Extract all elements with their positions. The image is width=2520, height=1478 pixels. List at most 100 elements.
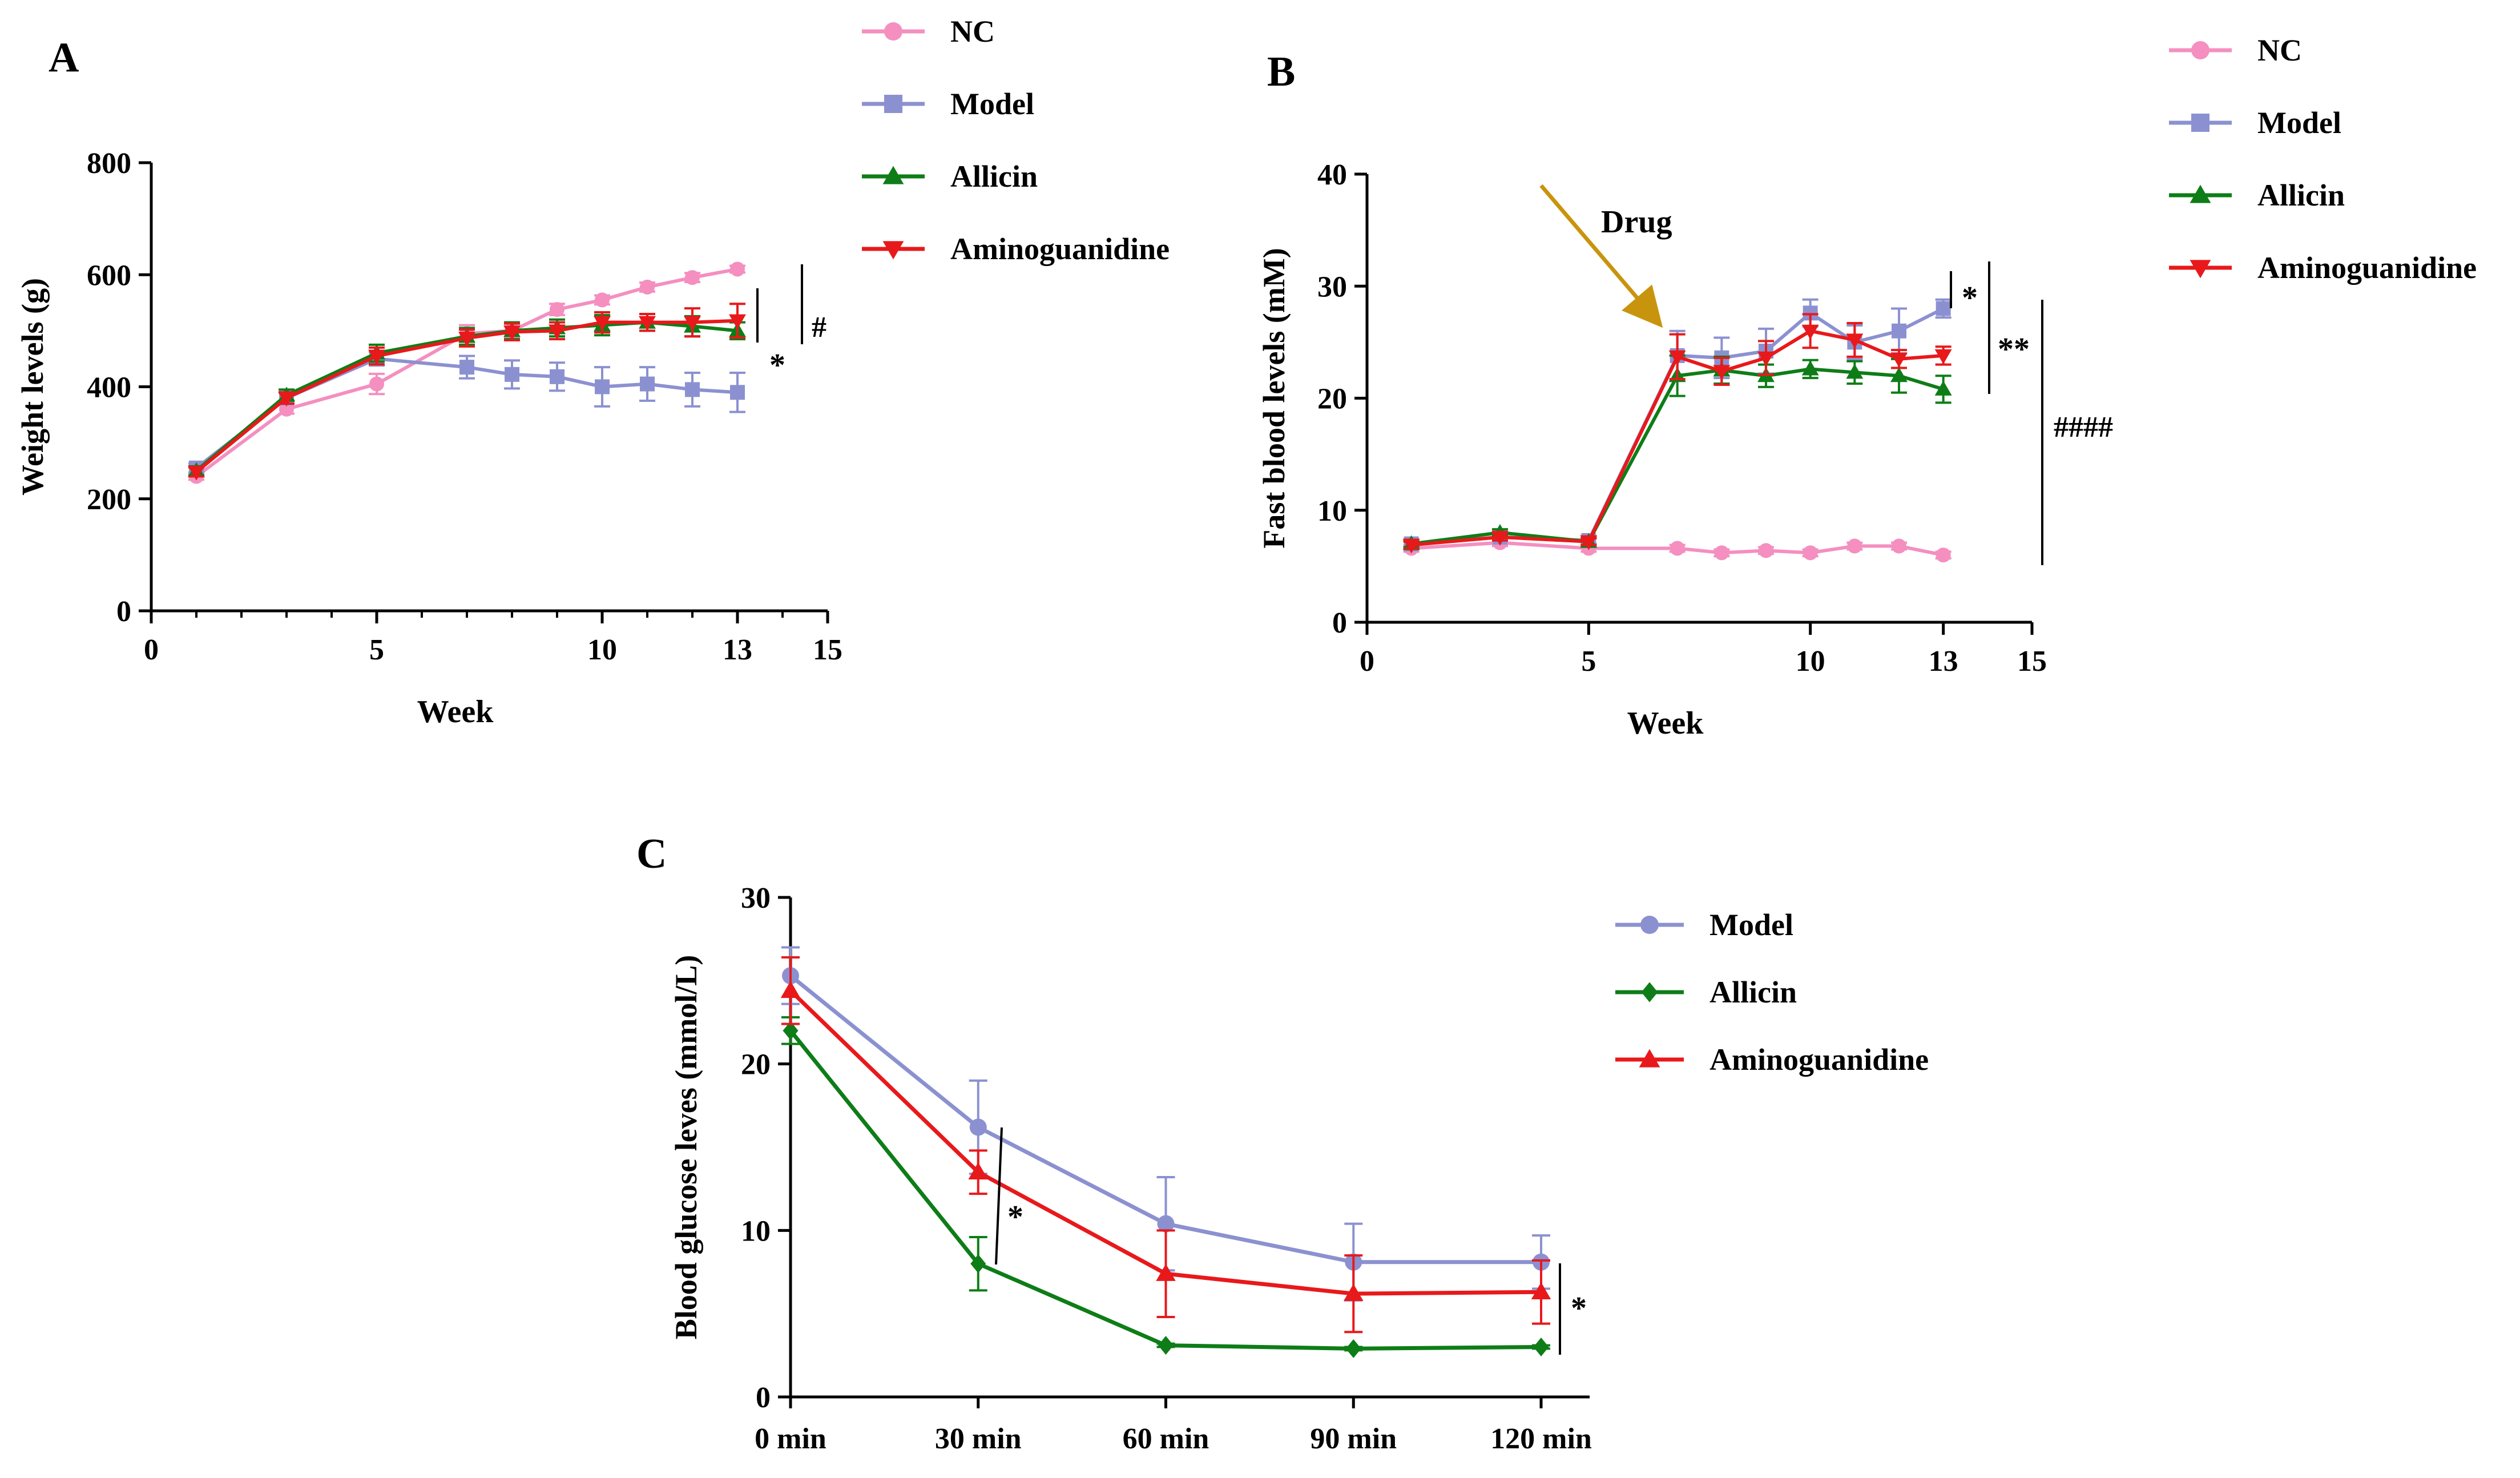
significance-mark: * (1571, 1291, 1587, 1326)
y-tick-label: 10 (1317, 495, 1347, 527)
x-tick-label: 15 (813, 634, 842, 666)
series-line (1411, 367, 1944, 546)
data-point (594, 316, 611, 331)
data-point (685, 270, 700, 285)
data-point (1157, 1215, 1175, 1233)
legend-label-nc: NC (2257, 33, 2302, 67)
data-point (729, 314, 746, 329)
data-point (1714, 545, 1729, 561)
data-point (1668, 350, 1686, 365)
significance-mark: # (812, 311, 826, 344)
data-point (1759, 543, 1773, 558)
y-axis-label: Blood glucose leves (mmol/L) (669, 955, 703, 1339)
data-point (1936, 547, 1951, 563)
data-point (1757, 351, 1775, 367)
data-point (685, 382, 700, 397)
data-point (640, 376, 655, 392)
significance-mark: * (1962, 280, 1978, 316)
data-point (1402, 538, 1420, 554)
data-point (1846, 333, 1864, 349)
y-tick-label: 30 (1317, 271, 1347, 303)
legend-label-allicin: Allicin (1709, 975, 1797, 1009)
y-tick-label: 600 (87, 259, 131, 292)
data-point (368, 349, 385, 365)
data-point (970, 1254, 986, 1274)
series-line (195, 319, 738, 473)
data-point (458, 332, 475, 347)
data-point (1892, 538, 1906, 554)
legend-label-aminoguanidine: Aminoguanidine (1709, 1042, 1929, 1077)
data-point (640, 279, 655, 295)
legend-label-aminoguanidine: Aminoguanidine (2257, 251, 2477, 285)
drug-label: Drug (1601, 204, 1672, 240)
data-point (279, 401, 294, 417)
data-point (278, 392, 295, 407)
data-point (503, 325, 521, 341)
x-tick-label: 0 min (755, 1423, 826, 1455)
data-point (969, 1118, 987, 1136)
x-tick-label: 120 min (1490, 1423, 1592, 1455)
annotations: Drug***#### (1539, 184, 2113, 565)
x-tick-label: 15 (2017, 645, 2047, 678)
y-axis-label: Weight levels (g) (15, 278, 50, 496)
data-point (369, 376, 384, 392)
y-tick-label: 0 (756, 1382, 771, 1414)
legend-label-aminoguanidine: Aminoguanidine (950, 232, 1170, 266)
data-point (1491, 530, 1509, 546)
chart-panel-c: 0 10 20 30 0 min 30 min 60 min 90 min 120 min Blo… (669, 882, 1929, 1455)
legend-label-model: Model (950, 87, 1034, 121)
y-tick-label: 10 (741, 1215, 771, 1247)
data-point (1345, 1339, 1361, 1358)
data-point (780, 981, 801, 998)
data-point (1156, 1263, 1176, 1281)
data-point (1803, 545, 1818, 561)
series-aminoguanidine (188, 303, 746, 481)
y-tick-label: 0 (1332, 607, 1347, 639)
data-point (549, 324, 566, 340)
legend-marker-nc (2191, 41, 2209, 59)
series-allicin (781, 1016, 1550, 1358)
data-point (684, 316, 701, 331)
data-point (968, 1162, 988, 1179)
data-point (1670, 541, 1685, 556)
data-point (550, 369, 565, 384)
annotations: ** (995, 1127, 1587, 1355)
data-point (188, 465, 205, 481)
legend-label-nc: NC (950, 14, 995, 49)
data-point (1890, 367, 1908, 382)
series-aminoguanidine (1402, 313, 1952, 554)
legend-marker-allicin (1641, 982, 1658, 1002)
data-point (1846, 364, 1864, 379)
data-point (459, 360, 474, 375)
y-tick-label: 200 (87, 484, 131, 516)
x-tick-label: 0 (1360, 645, 1374, 678)
x-tick-label: 10 (1796, 645, 1825, 678)
chart-panel-b: 0 10 20 30 40 0 5 10 13 15 Week Fast blood levels (… (1257, 33, 2477, 741)
significance-mark: * (769, 348, 785, 383)
data-point (505, 367, 519, 382)
legend-label-allicin: Allicin (950, 159, 1038, 194)
legend-marker-model (884, 95, 902, 113)
data-point (595, 379, 610, 394)
y-tick-label: 20 (741, 1049, 771, 1081)
legend-marker-model (2191, 114, 2209, 132)
data-point (1580, 535, 1598, 550)
legend: NC Model Allicin Aminoguanidine (862, 14, 1170, 266)
x-tick-label: 0 (144, 634, 159, 666)
significance-bracket (995, 1127, 1003, 1265)
y-tick-label: 800 (87, 147, 131, 180)
panel-label-c: C (636, 831, 667, 877)
panel-label-b: B (1267, 49, 1295, 95)
legend-label-allicin: Allicin (2257, 178, 2345, 212)
y-tick-label: 30 (741, 882, 771, 915)
data-point (1892, 323, 1906, 339)
series-line (195, 267, 738, 478)
data-point (1531, 1282, 1551, 1299)
y-axis-label: Fast blood levels (mM) (1257, 248, 1291, 548)
data-point (639, 316, 656, 331)
y-tick-label: 0 (116, 595, 131, 628)
x-tick-label: 13 (1929, 645, 1958, 678)
data-point (1158, 1336, 1174, 1355)
legend: NC Model Allicin Aminoguanidine (2169, 33, 2477, 285)
